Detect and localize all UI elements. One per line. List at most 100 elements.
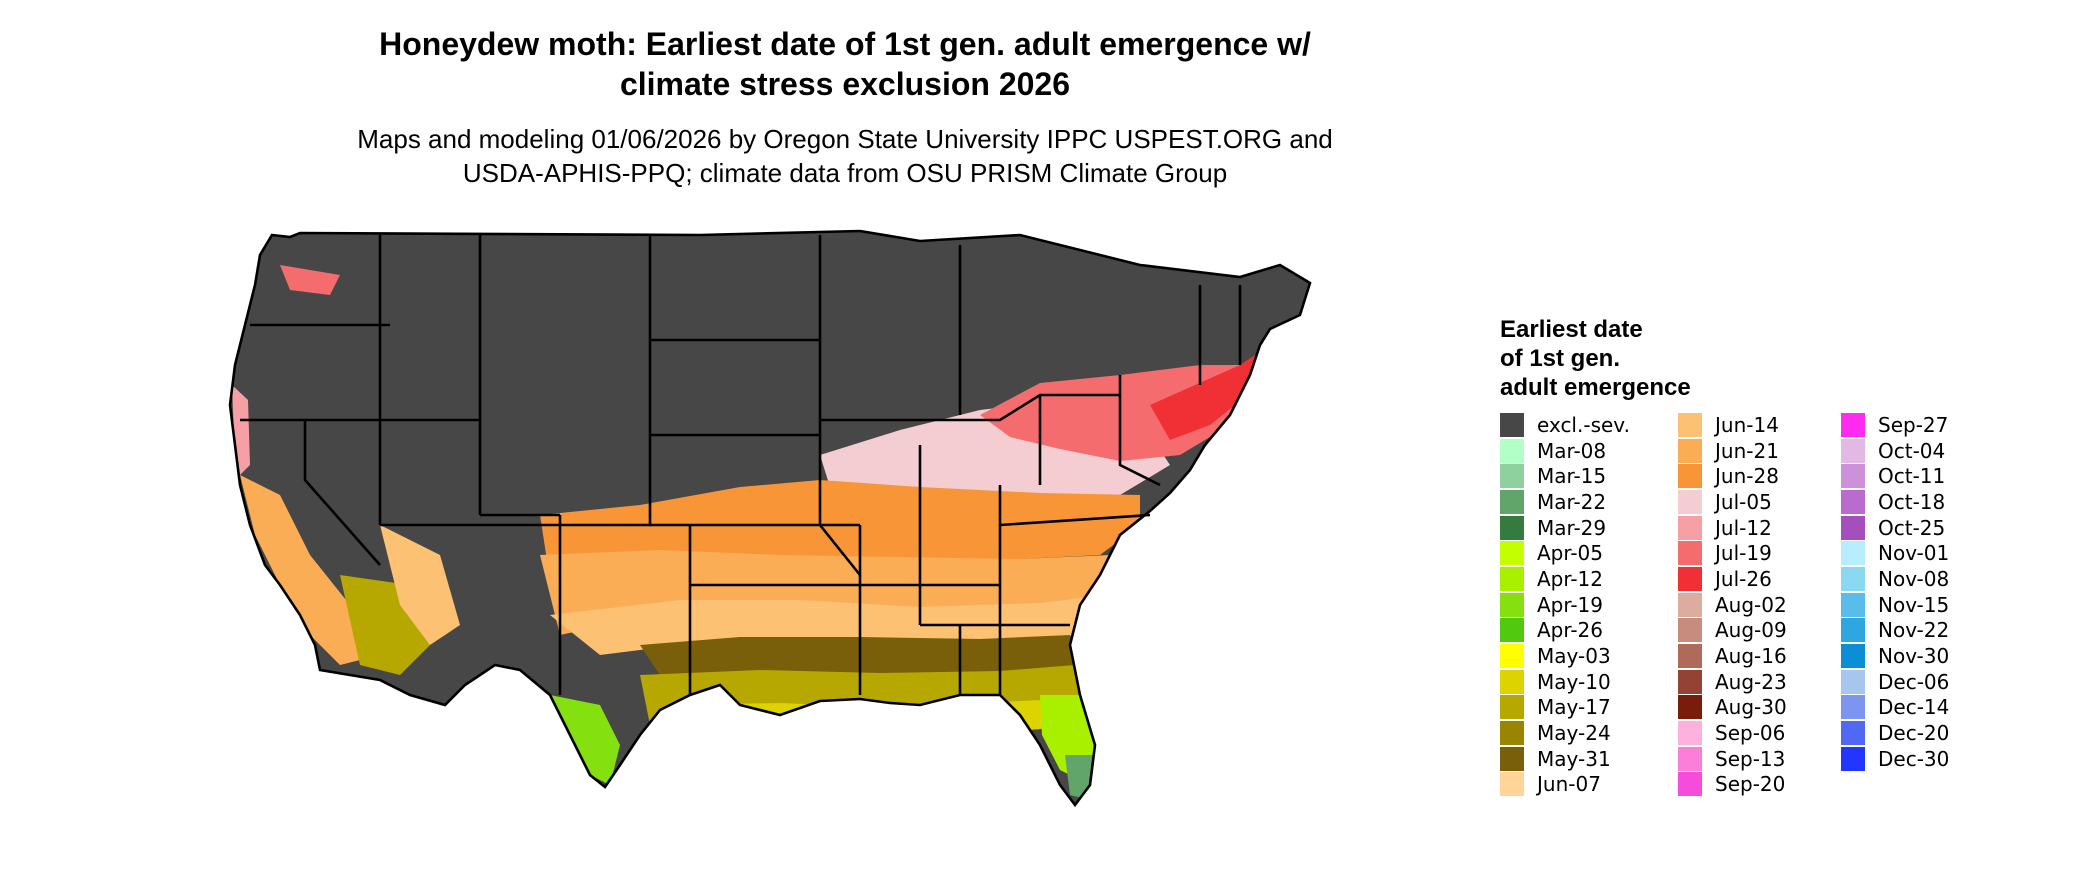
legend-item: Apr-19 — [1500, 592, 1662, 618]
legend-swatch — [1841, 695, 1865, 720]
legend-label: Jul-19 — [1715, 541, 1772, 566]
legend-swatch — [1841, 412, 1865, 437]
legend-label: May-24 — [1537, 721, 1611, 746]
legend-item: Dec-06 — [1841, 669, 1949, 695]
legend-item: Aug-16 — [1678, 643, 1825, 669]
legend-item: Nov-30 — [1841, 643, 1949, 669]
legend-label: Sep-20 — [1715, 772, 1786, 797]
legend-swatch — [1841, 644, 1865, 669]
zone-west-coast-pink — [232, 385, 250, 475]
subtitle-line-1: Maps and modeling 01/06/2026 by Oregon S… — [357, 124, 1333, 154]
legend-swatch — [1500, 695, 1524, 720]
legend-swatch — [1841, 592, 1865, 617]
legend-item: Jun-07 — [1500, 772, 1662, 798]
legend-label: Nov-08 — [1878, 566, 1950, 591]
legend-item: Mar-29 — [1500, 515, 1662, 541]
legend-swatch — [1500, 566, 1524, 591]
legend-item: May-17 — [1500, 695, 1662, 721]
subtitle-line-2: USDA-APHIS-PPQ; climate data from OSU PR… — [462, 158, 1228, 188]
map-title: Honeydew moth: Earliest date of 1st gen.… — [320, 24, 1370, 104]
legend-item: Sep-27 — [1841, 412, 1949, 438]
legend-item: Aug-30 — [1678, 695, 1825, 721]
legend-swatch — [1841, 515, 1865, 540]
legend-label: Apr-26 — [1537, 618, 1603, 643]
legend-swatch — [1678, 644, 1702, 669]
legend-item: Apr-12 — [1500, 566, 1662, 592]
legend-swatch — [1678, 489, 1702, 514]
legend-label: Jun-28 — [1715, 464, 1779, 489]
legend-swatch — [1500, 746, 1524, 771]
legend-item: Mar-08 — [1500, 438, 1662, 464]
legend-item: Nov-22 — [1841, 618, 1949, 644]
legend-swatch — [1500, 721, 1524, 746]
legend-label: Jul-12 — [1715, 515, 1772, 540]
legend-label: May-03 — [1537, 644, 1611, 669]
legend-label: Aug-23 — [1715, 669, 1787, 694]
legend-item: excl.-sev. — [1500, 412, 1662, 438]
legend-item: Jun-21 — [1678, 438, 1825, 464]
legend-item: Sep-20 — [1678, 772, 1825, 798]
legend-swatch — [1500, 489, 1524, 514]
legend-label: Jul-26 — [1715, 566, 1772, 591]
legend-swatch — [1500, 644, 1524, 669]
map-legend: Earliest date of 1st gen. adult emergenc… — [1500, 315, 1949, 797]
legend-label: Apr-05 — [1537, 541, 1603, 566]
legend-item: Dec-30 — [1841, 746, 1949, 772]
legend-item: Jun-28 — [1678, 463, 1825, 489]
legend-swatch — [1500, 618, 1524, 643]
legend-label: Sep-27 — [1878, 412, 1949, 437]
zone-jun-light — [540, 550, 1110, 635]
legend-column-3: Sep-27 Oct-04 Oct-11 Oct-18 Oct-25 Nov-01 Nov-… — [1841, 412, 1949, 797]
legend-swatch — [1841, 746, 1865, 771]
legend-item: May-31 — [1500, 746, 1662, 772]
legend-swatch — [1500, 412, 1524, 437]
legend-label: Mar-29 — [1537, 515, 1607, 540]
legend-entries: excl.-sev. Mar-08 Mar-15 Mar-22 Mar-29 Apr-05… — [1500, 412, 1949, 797]
legend-label: Oct-04 — [1878, 438, 1946, 463]
legend-swatch — [1678, 515, 1702, 540]
legend-column-2: Jun-14 Jun-21 Jun-28 Jul-05 Jul-12 Jul-19 Jul-… — [1678, 412, 1825, 797]
map-subtitle: Maps and modeling 01/06/2026 by Oregon S… — [300, 122, 1390, 190]
legend-title-line: adult emergence — [1500, 374, 1691, 401]
legend-title-line: Earliest date — [1500, 316, 1643, 343]
legend-swatch — [1841, 566, 1865, 591]
legend-item: Sep-06 — [1678, 720, 1825, 746]
legend-item: May-24 — [1500, 720, 1662, 746]
zone-west-coast-orange — [240, 475, 380, 665]
legend-label: Oct-25 — [1878, 515, 1946, 540]
legend-label: Aug-02 — [1715, 592, 1787, 617]
legend-item: Oct-18 — [1841, 489, 1949, 515]
legend-swatch — [1678, 721, 1702, 746]
legend-item: Mar-22 — [1500, 489, 1662, 515]
us-emergence-map — [228, 229, 1312, 808]
legend-title-line: of 1st gen. — [1500, 345, 1621, 372]
legend-label: Oct-18 — [1878, 489, 1946, 514]
legend-item: Oct-04 — [1841, 438, 1949, 464]
legend-swatch — [1678, 566, 1702, 591]
legend-label: Aug-09 — [1715, 618, 1787, 643]
legend-swatch — [1500, 772, 1524, 797]
legend-label: Jul-05 — [1715, 489, 1772, 514]
zone-may-yellow — [670, 699, 1080, 743]
legend-item: Jul-12 — [1678, 515, 1825, 541]
legend-item: Dec-14 — [1841, 695, 1949, 721]
legend-swatch — [1678, 695, 1702, 720]
legend-swatch — [1841, 541, 1865, 566]
legend-label: Nov-30 — [1878, 644, 1950, 669]
legend-item: Nov-08 — [1841, 566, 1949, 592]
legend-label: Apr-12 — [1537, 566, 1603, 591]
legend-item: Jul-26 — [1678, 566, 1825, 592]
legend-swatch — [1500, 592, 1524, 617]
legend-swatch — [1500, 438, 1524, 463]
legend-swatch — [1678, 412, 1702, 437]
legend-swatch — [1500, 541, 1524, 566]
legend-swatch — [1678, 541, 1702, 566]
legend-label: Nov-15 — [1878, 592, 1950, 617]
legend-label: Aug-16 — [1715, 644, 1787, 669]
legend-label: Nov-22 — [1878, 618, 1950, 643]
zone-apr-green-tx — [550, 695, 620, 785]
legend-label: Mar-15 — [1537, 464, 1607, 489]
legend-swatch — [1500, 669, 1524, 694]
legend-label: May-17 — [1537, 695, 1611, 720]
legend-item: Nov-15 — [1841, 592, 1949, 618]
